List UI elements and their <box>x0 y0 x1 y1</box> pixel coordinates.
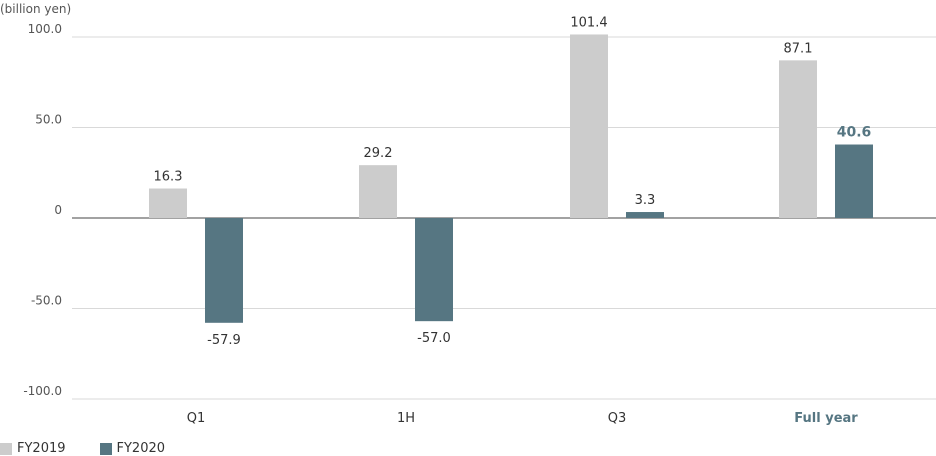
chart-legend: FY2019 FY2020 <box>0 441 199 456</box>
x-category-label: Q3 <box>608 411 627 426</box>
bar-fy2019-1h <box>359 165 397 218</box>
y-axis-unit-label: (billion yen) <box>0 2 72 16</box>
bar-fy2020-1h <box>415 218 453 322</box>
y-tick-label: -100.0 <box>23 384 62 398</box>
legend-label-fy2019: FY2019 <box>17 441 66 456</box>
y-tick-label: 100.0 <box>28 22 62 36</box>
bar-fy2019-full-year <box>779 60 817 218</box>
y-tick-label: -50.0 <box>31 294 62 308</box>
data-label: 87.1 <box>784 41 813 56</box>
y-tick-label: 50.0 <box>35 113 62 127</box>
bar-fy2020-q1 <box>205 218 243 323</box>
x-category-label: Q1 <box>187 411 206 426</box>
bar-fy2020-full-year <box>835 144 873 218</box>
legend-label-fy2020: FY2020 <box>116 441 166 456</box>
x-category-label: Full year <box>794 411 858 426</box>
data-label: 40.6 <box>837 125 872 141</box>
data-label: -57.9 <box>207 333 241 348</box>
legend-item-fy2020: FY2020 <box>99 441 166 456</box>
y-tick-label: 0 <box>54 203 62 217</box>
bar-fy2019-q1 <box>149 188 187 218</box>
legend-swatch-fy2020 <box>99 442 112 455</box>
data-label: 29.2 <box>364 146 393 161</box>
bar-fy2019-q3 <box>570 34 608 218</box>
legend-swatch-fy2019 <box>0 442 12 455</box>
data-label: 16.3 <box>154 169 183 184</box>
legend-item-fy2019: FY2019 <box>0 441 66 456</box>
data-label: 101.4 <box>570 15 607 30</box>
x-category-label: 1H <box>397 411 415 426</box>
data-label: -57.0 <box>417 331 451 346</box>
bar-fy2020-q3 <box>626 212 664 218</box>
data-label: 3.3 <box>635 193 656 208</box>
